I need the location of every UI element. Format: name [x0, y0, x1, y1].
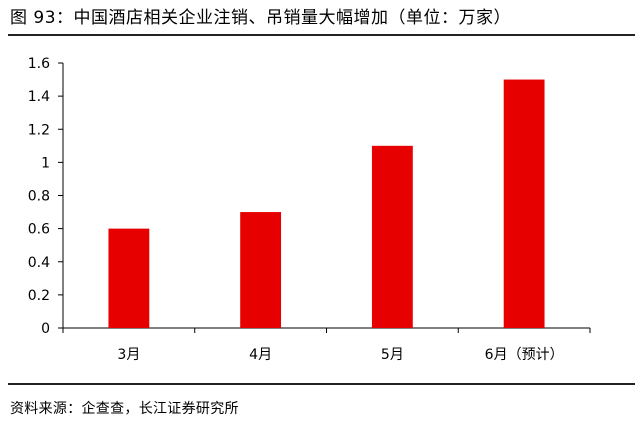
top-divider: [8, 34, 635, 36]
source-note: 资料来源：企查查，长江证券研究所: [10, 401, 239, 417]
y-tick-label: 1: [41, 155, 50, 171]
y-tick-label: 0.4: [28, 255, 50, 271]
y-tick-label: 0: [41, 321, 50, 337]
y-tick-label: 0.6: [28, 222, 50, 238]
x-tick-label: 6月（预计）: [485, 347, 564, 363]
bar: [240, 212, 282, 328]
y-tick-label: 1.4: [28, 89, 50, 105]
x-tick-label: 3月: [117, 347, 140, 363]
x-tick-label: 4月: [249, 347, 272, 363]
bar: [371, 145, 413, 328]
chart-title: 图 93：中国酒店相关企业注销、吊销量大幅增加（单位：万家）: [10, 8, 512, 28]
bar: [503, 79, 545, 328]
x-tick-label: 5月: [381, 347, 404, 363]
y-tick-label: 0.8: [28, 189, 50, 205]
bar: [108, 228, 150, 328]
y-tick-label: 0.2: [28, 288, 50, 304]
bottom-divider: [8, 383, 635, 385]
y-tick-label: 1.2: [28, 122, 50, 138]
y-tick-label: 1.6: [28, 56, 50, 72]
